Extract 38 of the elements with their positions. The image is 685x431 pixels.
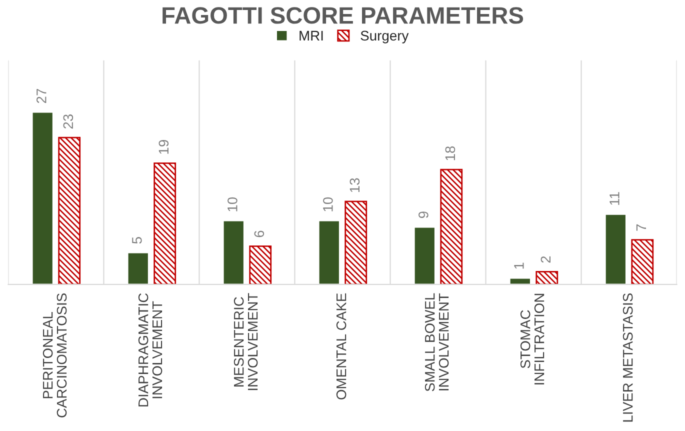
- x-tick-label: MESENTERIC INVOLVEMENT: [234, 293, 258, 390]
- bar: [58, 136, 81, 284]
- legend-label: MRI: [300, 30, 323, 40]
- x-tick-label: STOMAC INFILTRATION: [520, 294, 544, 384]
- x-tick-label: LIVER METASTASIS: [622, 293, 633, 422]
- bar: [413, 226, 436, 284]
- data-label: 6: [254, 230, 264, 238]
- bar: [440, 168, 463, 284]
- bar: [631, 239, 654, 284]
- data-label: 11: [610, 192, 620, 205]
- data-label: 27: [36, 88, 46, 104]
- bar: [318, 220, 340, 284]
- bar: [222, 220, 245, 284]
- bar: [249, 245, 272, 284]
- bar: [154, 162, 176, 284]
- bar: [536, 270, 558, 284]
- data-label: 10: [228, 197, 238, 212]
- bar: [31, 111, 54, 284]
- x-tick-label: PERITONEAL CARCINOMATOSIS: [42, 293, 67, 418]
- bar: [508, 277, 532, 284]
- data-label: 19: [158, 140, 169, 154]
- data-label: 5: [132, 237, 142, 244]
- legend-label: Surgery: [360, 30, 409, 44]
- x-tick-label: OMENTAL CAKE: [336, 293, 346, 400]
- x-tick-label: DIAPHRAGMATIC INVOLVEMENT: [138, 293, 162, 406]
- chart-title: FAGOTTI SCORE PARAMETERS: [162, 7, 524, 24]
- data-label: 7: [636, 224, 646, 231]
- data-label: 18: [445, 146, 456, 160]
- data-label: 9: [418, 212, 428, 218]
- data-label: 1: [514, 262, 524, 269]
- bar: [604, 214, 627, 284]
- data-label: 23: [63, 114, 74, 129]
- data-label: 2: [540, 256, 550, 263]
- x-tick-label: SMALL BOWEL INVOLVEMENT: [424, 293, 449, 392]
- bar: [126, 252, 150, 284]
- data-label: 13: [350, 178, 360, 192]
- data-label: 10: [323, 197, 333, 212]
- bar: [344, 200, 368, 284]
